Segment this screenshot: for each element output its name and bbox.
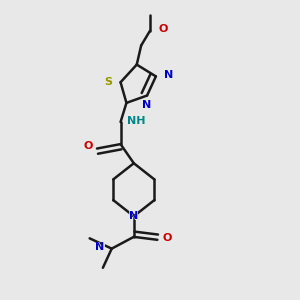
Text: NH: NH	[127, 116, 145, 126]
Text: N: N	[163, 68, 174, 81]
Text: O: O	[82, 139, 94, 152]
Text: O: O	[159, 24, 168, 34]
Text: O: O	[162, 233, 172, 243]
Text: N: N	[142, 98, 153, 111]
Text: N: N	[95, 242, 105, 252]
Text: N: N	[164, 70, 173, 80]
Text: O: O	[83, 141, 93, 151]
Text: S: S	[103, 76, 113, 89]
Text: O: O	[161, 232, 172, 245]
Text: N: N	[142, 100, 152, 110]
Text: NH: NH	[125, 114, 147, 127]
Text: N: N	[94, 241, 106, 254]
Text: S: S	[104, 77, 112, 87]
Text: N: N	[128, 210, 140, 223]
Text: O: O	[158, 23, 169, 36]
Text: N: N	[129, 211, 138, 221]
